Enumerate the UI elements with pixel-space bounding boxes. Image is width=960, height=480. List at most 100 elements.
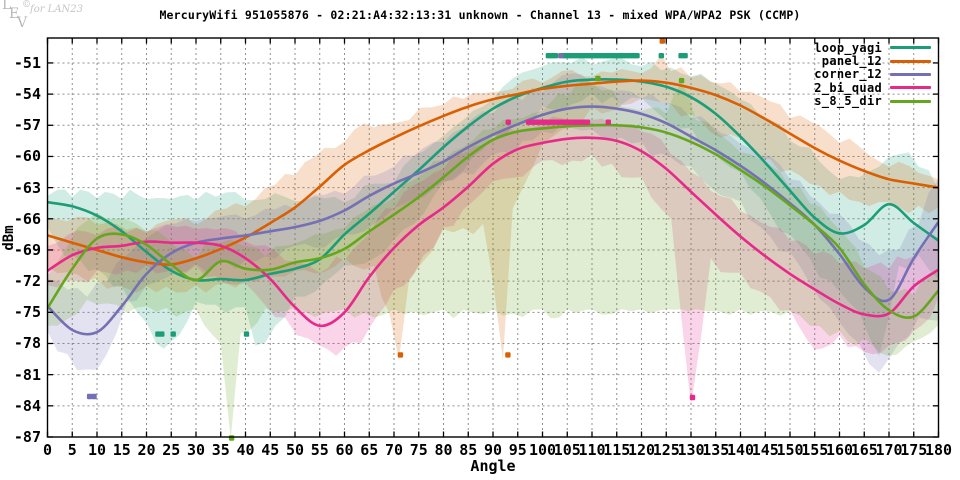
watermark-letter-e: E [9, 6, 20, 22]
band-panel_12 [47, 54, 939, 361]
y-tick-label: -51 [13, 53, 41, 72]
point-loop_yagi [552, 53, 559, 59]
legend-item-panel_12: panel_12 [814, 54, 931, 69]
point-s_8_5_dir [595, 75, 601, 82]
curve-2_bi_quad [47, 136, 939, 328]
y-tick-label: -66 [13, 209, 41, 228]
watermark-letter-v: V [17, 15, 28, 31]
x-tick-label: 15 [112, 441, 131, 459]
x-tick-label: 180 [924, 441, 953, 459]
tick-marks [46, 38, 940, 438]
point-corner_12 [91, 393, 97, 400]
x-tick-label: 115 [603, 441, 631, 459]
x-tick-label: 100 [528, 441, 557, 459]
legend-label: 2_bi_quad [814, 80, 882, 95]
point-corner_12 [86, 393, 93, 400]
y-tick-label: -69 [13, 240, 41, 259]
x-tick-label: 65 [360, 441, 379, 459]
point-2_bi_quad [689, 394, 696, 401]
legend-line-swatch [890, 59, 931, 63]
legend-line-swatch [890, 72, 931, 76]
y-tick-label: -87 [13, 428, 41, 446]
x-tick-label: 30 [186, 441, 206, 459]
chart-title: MercuryWifi 951055876 - 02:21:A4:32:13:3… [159, 8, 801, 22]
x-axis-label: Angle [470, 457, 516, 475]
x-tick-label: 70 [384, 441, 404, 459]
y-tick-label: -81 [13, 365, 41, 384]
legend-label: corner_12 [814, 67, 882, 82]
x-tick-label: 140 [726, 441, 755, 459]
point-loop_yagi [658, 53, 664, 59]
point-s_8_5_dir [228, 435, 235, 441]
band-loop_yagi [47, 56, 939, 356]
x-tick-label: 135 [702, 441, 730, 459]
point-loop_yagi [170, 331, 176, 337]
x-tick-label: 50 [285, 441, 305, 459]
x-tick-label: 95 [508, 441, 527, 459]
x-tick-label: 155 [801, 441, 829, 459]
x-tick-label: 45 [261, 441, 280, 459]
legend-item-loop_yagi: loop_yagi [814, 40, 931, 55]
scatter-points [86, 38, 696, 441]
x-tick-label: 60 [335, 441, 354, 459]
legend-label: loop_yagi [814, 40, 882, 55]
x-tick-label: 110 [578, 441, 606, 459]
legend-line-swatch [890, 46, 931, 50]
point-loop_yagi [634, 53, 640, 59]
point-loop_yagi [682, 53, 688, 59]
x-tick-label: 25 [162, 441, 181, 459]
point-loop_yagi [159, 331, 165, 337]
watermark-letter-l: L [2, 0, 12, 13]
watermark-copyright: © [22, 0, 31, 10]
x-tick-label: 80 [434, 441, 453, 459]
x-tick-label: 145 [751, 441, 779, 459]
x-tick-label: 0 [42, 441, 53, 459]
x-tick-label: 120 [627, 441, 656, 459]
y-tick-label: -72 [13, 272, 41, 291]
y-tick-label: -54 [13, 85, 41, 104]
legend-item-corner_12: corner_12 [814, 67, 931, 82]
x-tick-label: 175 [900, 441, 928, 459]
band-s_8_5_dir [47, 78, 939, 437]
x-tick-label: 165 [850, 441, 878, 459]
x-tick-label: 35 [211, 441, 230, 459]
point-panel_12 [659, 38, 665, 44]
y-tick-label: -84 [13, 396, 41, 415]
x-tick-label: 5 [67, 441, 77, 459]
legend-item-2_bi_quad: 2_bi_quad [814, 80, 931, 95]
point-corner_12 [558, 53, 564, 59]
y-tick-label: -63 [13, 178, 41, 197]
x-tick-label: 90 [483, 441, 503, 459]
y-tick-label: -78 [13, 334, 41, 353]
curve-panel_12 [47, 79, 939, 266]
legend-line-swatch [890, 99, 931, 103]
x-tick-label: 150 [776, 441, 804, 459]
x-tick-label: 130 [677, 441, 705, 459]
legend-line-swatch [890, 86, 931, 90]
legend-item-s_8_5_dir: s_8_5_dir [814, 94, 931, 109]
legend-label: s_8_5_dir [814, 94, 882, 109]
point-loop_yagi [243, 331, 250, 337]
band-corner_12 [47, 73, 939, 373]
x-tick-label: 160 [825, 441, 854, 459]
point-2_bi_quad [605, 119, 611, 125]
point-s_8_5_dir [678, 77, 685, 84]
curve-s_8_5_dir [47, 123, 939, 319]
y-tick-label: -57 [13, 116, 41, 135]
x-tick-label: 170 [875, 441, 903, 459]
y-tick-label: -60 [13, 147, 41, 166]
legend: loop_yagi panel_12 corner_12 2_bi_quad s_8_5… [814, 41, 931, 108]
x-tick-label: 125 [652, 441, 680, 459]
x-tick-label: 55 [310, 441, 329, 459]
point-panel_12 [397, 352, 404, 358]
legend-label: panel_12 [821, 54, 882, 69]
watermark-brand: for LAN23 [30, 4, 84, 15]
y-tick-label: -75 [13, 303, 41, 322]
x-tick-label: 105 [553, 441, 581, 459]
point-2_bi_quad [584, 119, 591, 125]
x-tick-label: 75 [409, 441, 428, 459]
point-2_bi_quad [505, 119, 511, 125]
x-tick-label: 85 [459, 441, 478, 459]
